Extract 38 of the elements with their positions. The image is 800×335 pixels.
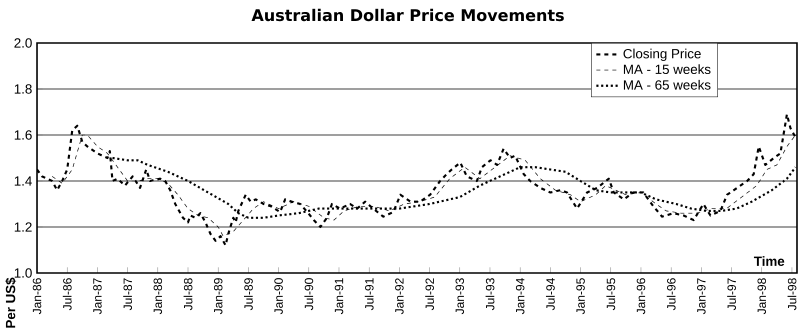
x-tick-label: Jul-97: [727, 278, 736, 310]
x-tick-label: Jan-94: [516, 278, 524, 314]
x-tick-label: Jul-96: [666, 278, 676, 310]
x-axis-title: Time: [754, 256, 784, 266]
y-tick-label: 1.2: [14, 222, 32, 232]
chart-title: Australian Dollar Price Movements: [252, 8, 564, 22]
x-tick-label: Jan-87: [93, 278, 102, 314]
x-tick-label: Jan-93: [456, 278, 464, 314]
y-tick-label: 1.0: [14, 268, 32, 278]
legend-label: Closing Price: [624, 48, 701, 62]
x-tick-label: Jan-89: [214, 278, 222, 314]
x-tick-label: Jan-96: [636, 278, 646, 314]
y-tick-label: 1.8: [14, 84, 32, 94]
y-tick-label: 1.4: [14, 176, 32, 186]
x-tick-label: Jul-94: [546, 278, 555, 310]
x-tick-label: Jul-93: [486, 278, 494, 310]
x-tick-label: Jan-92: [395, 278, 404, 314]
legend-label: MA - 15 weeks: [624, 64, 711, 74]
y-tick-label: 2.0: [14, 38, 32, 48]
x-tick-label: Jan-95: [576, 278, 585, 314]
x-tick-label: Jan-91: [334, 278, 344, 314]
x-tick-label: Jul-92: [425, 278, 434, 310]
y-axis-title: Per US$: [5, 278, 16, 328]
x-tick-label: Jul-86: [62, 278, 72, 310]
x-tick-label: Jan-98: [758, 278, 766, 314]
x-tick-label: Jan-88: [154, 278, 162, 314]
x-tick-label: Jul-91: [364, 278, 374, 310]
y-tick-label: 1.6: [14, 130, 32, 140]
x-tick-label: Jul-95: [606, 278, 616, 310]
legend-label: MA - 65 weeks: [624, 80, 711, 90]
x-tick-label: Jul-98: [788, 278, 796, 310]
x-tick-label: Jan-86: [32, 278, 42, 314]
x-tick-label: Jul-87: [123, 278, 132, 310]
x-tick-label: Jan-90: [274, 278, 283, 314]
x-tick-label: Jan-97: [697, 278, 706, 314]
x-tick-label: Jul-88: [184, 278, 192, 310]
x-tick-label: Jul-90: [304, 278, 314, 310]
x-tick-label: Jul-89: [244, 278, 253, 310]
